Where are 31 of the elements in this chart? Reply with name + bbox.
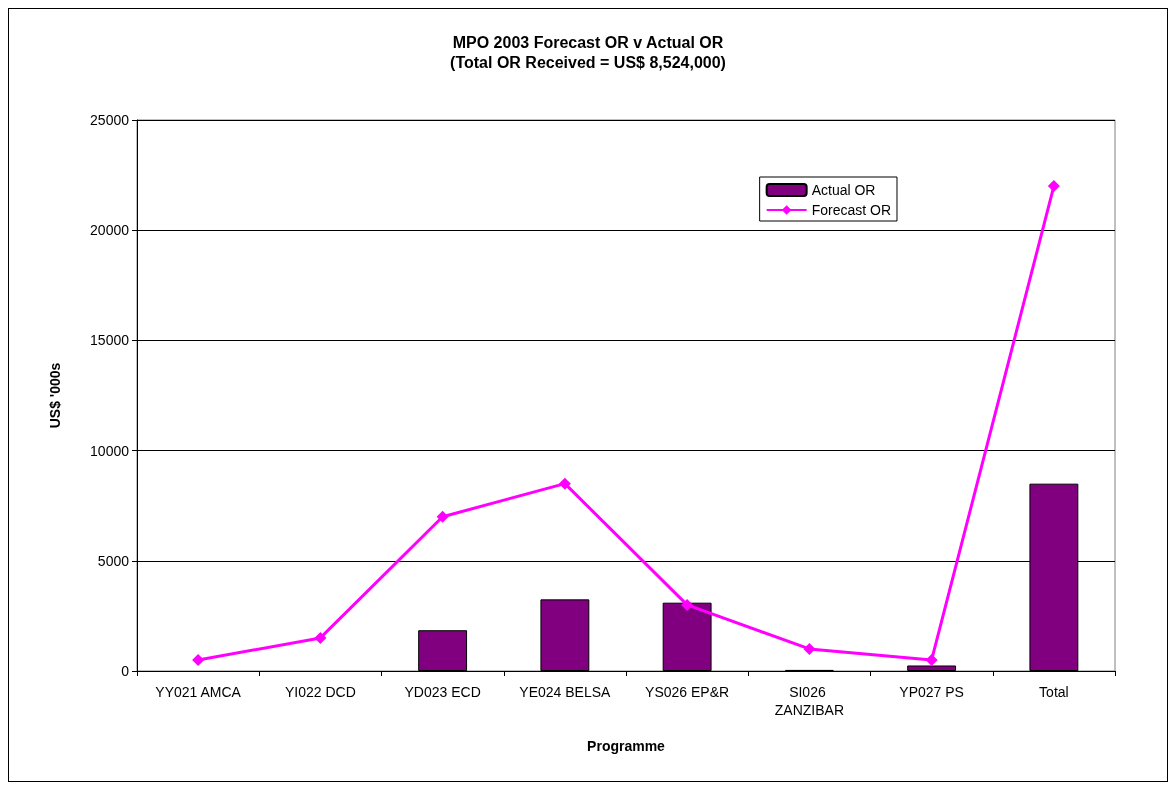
y-tick-label: 15000 — [90, 332, 130, 349]
y-tick-label: 10000 — [90, 442, 130, 459]
x-tick-label: YP027 PS — [899, 684, 964, 700]
bar — [418, 630, 468, 671]
legend-label: Actual OR — [811, 182, 876, 198]
x-tick-label: YD023 ECD — [404, 684, 481, 700]
point — [1047, 180, 1060, 193]
y-tick-label: 25000 — [90, 112, 130, 128]
y-tick-label: 5000 — [97, 552, 130, 569]
point — [803, 642, 816, 655]
x-tick-label: Total — [1039, 684, 1069, 700]
point — [192, 653, 205, 666]
bar — [540, 599, 590, 671]
bar — [907, 665, 957, 671]
point — [925, 653, 938, 666]
x-tick-label: YY021 AMCA — [155, 684, 242, 700]
x-tick-label: YI022 DCD — [284, 684, 356, 700]
chart-title: MPO 2003 Forecast OR v Actual OR (Total OR Received = US$ 8,524,000) — [450, 33, 726, 71]
point — [436, 510, 449, 523]
point — [558, 477, 571, 490]
x-axis-title: Programme — [587, 738, 666, 754]
y-tick-label: 0 — [121, 663, 130, 679]
legend-label: Forecast OR — [811, 202, 892, 218]
bar — [662, 602, 712, 671]
y-tick-label: 20000 — [90, 222, 130, 239]
x-tick-label: SI026 ZANZIBAR — [774, 684, 844, 718]
point — [314, 631, 327, 644]
y-axis-title: US$ '000s — [47, 362, 63, 429]
x-tick-label: YE024 BELSA — [519, 684, 612, 700]
point — [681, 598, 694, 611]
x-tick-label: YS026 EP&R — [645, 684, 730, 700]
